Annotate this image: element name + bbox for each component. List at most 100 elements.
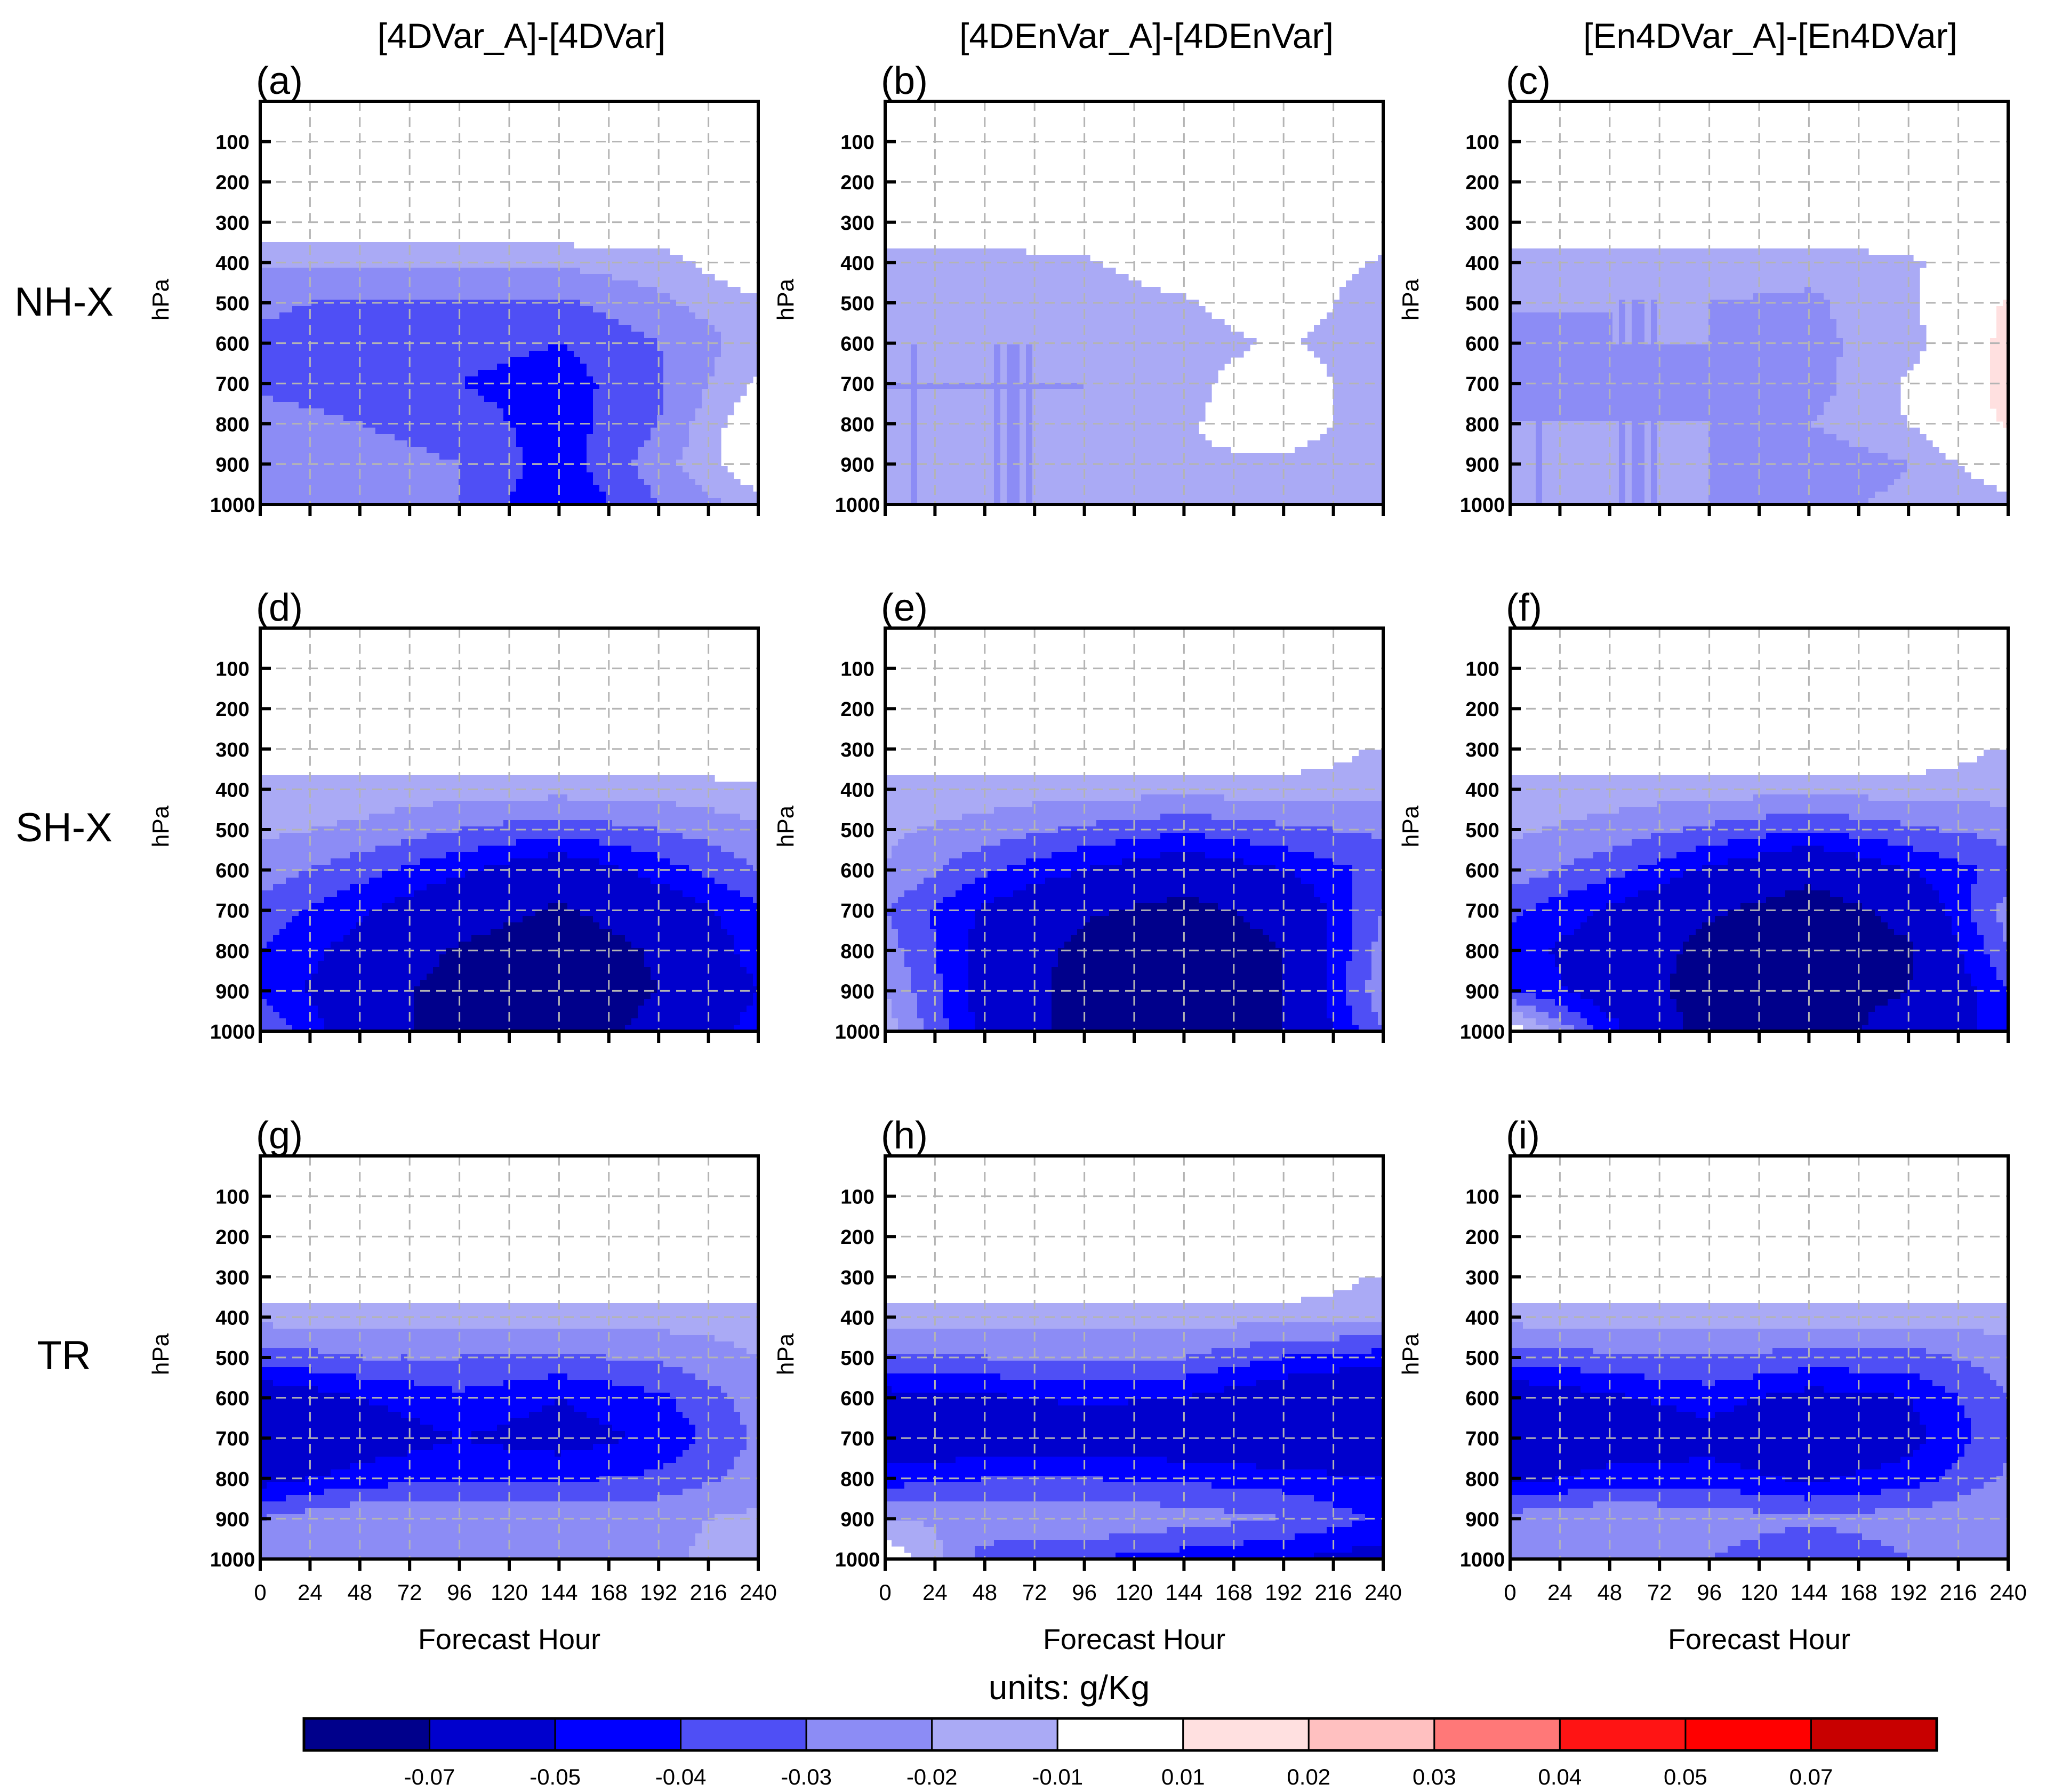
contour-cell bbox=[1371, 1006, 1384, 1012]
contour-cell bbox=[1536, 492, 1543, 499]
contour-cell bbox=[523, 453, 587, 460]
contour-cell bbox=[1020, 428, 1026, 435]
contour-cell bbox=[885, 1322, 1238, 1329]
contour-cell bbox=[1657, 884, 1805, 891]
contour-cell bbox=[1593, 910, 1728, 917]
contour-cell bbox=[1359, 268, 1384, 275]
contour-cell bbox=[1026, 485, 1033, 492]
contour-cell bbox=[740, 961, 759, 968]
contour-cell bbox=[260, 903, 312, 910]
contour-cell bbox=[446, 948, 645, 955]
contour-cell bbox=[657, 344, 721, 351]
contour-cell bbox=[1971, 910, 1997, 917]
contour-cell bbox=[593, 1444, 689, 1451]
contour-cell bbox=[1708, 428, 1824, 435]
contour-cell bbox=[516, 428, 593, 435]
contour-cell bbox=[715, 364, 759, 371]
contour-cell bbox=[1587, 814, 1767, 821]
y-tick-label: 500 bbox=[1465, 293, 1499, 315]
contour-cell bbox=[1875, 910, 1946, 917]
contour-cell bbox=[279, 312, 606, 319]
contour-cell bbox=[1632, 466, 1645, 473]
contour-cell bbox=[612, 1425, 696, 1432]
contour-cell bbox=[930, 922, 975, 929]
contour-cell bbox=[465, 376, 593, 383]
contour-cell bbox=[1510, 871, 1549, 878]
contour-cell bbox=[1907, 935, 1959, 942]
contour-cell bbox=[1977, 865, 2009, 872]
contour-cell bbox=[478, 846, 632, 853]
contour-cell bbox=[644, 961, 741, 968]
contour-cell bbox=[885, 1405, 1384, 1412]
contour-cell bbox=[1804, 287, 1811, 294]
contour-cell bbox=[292, 916, 363, 923]
contour-cell bbox=[260, 1012, 280, 1019]
contour-cell bbox=[1032, 434, 1206, 441]
contour-cell bbox=[1141, 794, 1225, 801]
contour-cell bbox=[631, 942, 734, 949]
contour-cell bbox=[459, 826, 657, 833]
contour-cell bbox=[1830, 396, 1901, 403]
contour-cell bbox=[1160, 814, 1212, 821]
contour-cell bbox=[1237, 1322, 1384, 1329]
contour-cell bbox=[1510, 1361, 1971, 1368]
contour-cell bbox=[1657, 428, 1709, 435]
contour-cell bbox=[885, 846, 892, 853]
contour-cell bbox=[1314, 890, 1353, 897]
contour-cell bbox=[1644, 306, 1651, 313]
contour-cell bbox=[1977, 1012, 2009, 1019]
contour-cell bbox=[1359, 1277, 1384, 1284]
contour-cell bbox=[1632, 485, 1645, 492]
y-tick-label: 500 bbox=[1465, 819, 1499, 842]
contour-cell bbox=[260, 440, 408, 447]
contour-cell bbox=[1651, 332, 1658, 339]
contour-cell bbox=[1510, 1380, 1530, 1387]
x-tick-label: 120 bbox=[1116, 1580, 1153, 1605]
panel-letter: (a) bbox=[256, 60, 303, 102]
contour-cell bbox=[1644, 434, 1651, 441]
contour-cell bbox=[1007, 453, 1020, 460]
y-tick-label: 600 bbox=[840, 860, 874, 882]
contour-cell bbox=[1606, 903, 1741, 910]
contour-cell bbox=[1510, 986, 1568, 993]
contour-cell bbox=[433, 967, 651, 974]
contour-cell bbox=[260, 242, 574, 249]
contour-cell bbox=[885, 871, 937, 878]
contour-cell bbox=[1218, 1367, 1340, 1374]
contour-cell bbox=[1167, 897, 1199, 904]
contour-cell bbox=[1875, 492, 2009, 499]
contour-cell bbox=[1052, 1006, 1282, 1012]
contour-cell bbox=[260, 376, 466, 383]
contour-cell bbox=[1032, 408, 1206, 415]
contour-cell bbox=[1371, 1348, 1384, 1355]
colorbar-label: 0.07 bbox=[1790, 1764, 1833, 1789]
contour-cell bbox=[260, 364, 498, 371]
contour-cell bbox=[433, 801, 677, 808]
y-tick-label: 200 bbox=[1465, 172, 1499, 194]
contour-cell bbox=[670, 884, 728, 891]
contour-cell bbox=[943, 1006, 969, 1012]
contour-cell bbox=[1824, 1386, 1946, 1393]
y-tick-label: 700 bbox=[840, 373, 874, 396]
contour-cell bbox=[1510, 897, 1549, 904]
contour-cell bbox=[1971, 1361, 2009, 1368]
contour-cell bbox=[305, 1508, 747, 1515]
contour-cell bbox=[631, 846, 721, 853]
contour-cell bbox=[994, 408, 1001, 415]
contour-cell bbox=[753, 993, 759, 1000]
x-tick-label: 120 bbox=[1740, 1580, 1778, 1605]
contour-cell bbox=[1052, 999, 1282, 1006]
contour-cell bbox=[1625, 428, 1632, 435]
contour-cell bbox=[1657, 332, 1709, 339]
contour-cell bbox=[689, 1546, 759, 1553]
contour-cell bbox=[1625, 871, 1683, 878]
contour-cell bbox=[1026, 479, 1033, 486]
contour-cell bbox=[1676, 1405, 1735, 1412]
contour-cell bbox=[892, 1012, 918, 1019]
contour-cell bbox=[587, 364, 664, 371]
contour-cell bbox=[943, 1012, 975, 1019]
contour-cell bbox=[1977, 986, 2009, 993]
contour-cell bbox=[1077, 929, 1263, 936]
contour-field bbox=[885, 248, 1384, 505]
y-tick-label: 900 bbox=[840, 454, 874, 476]
